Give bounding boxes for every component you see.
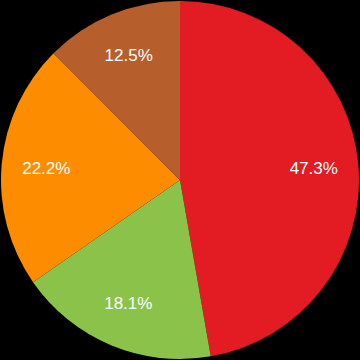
data-label: 47.3% [290, 159, 338, 178]
pie-slice [54, 1, 180, 180]
background [0, 0, 360, 360]
pie [1, 1, 359, 359]
data-label: 22.2% [22, 159, 70, 178]
pie-slice [180, 1, 359, 356]
data-label: 18.1% [104, 294, 152, 313]
data-labels: 47.3% 18.1% 22.2% 12.5% [22, 46, 338, 313]
data-label: 12.5% [105, 46, 153, 65]
chart: 47.3% 18.1% 22.2% 12.5% [0, 0, 360, 360]
